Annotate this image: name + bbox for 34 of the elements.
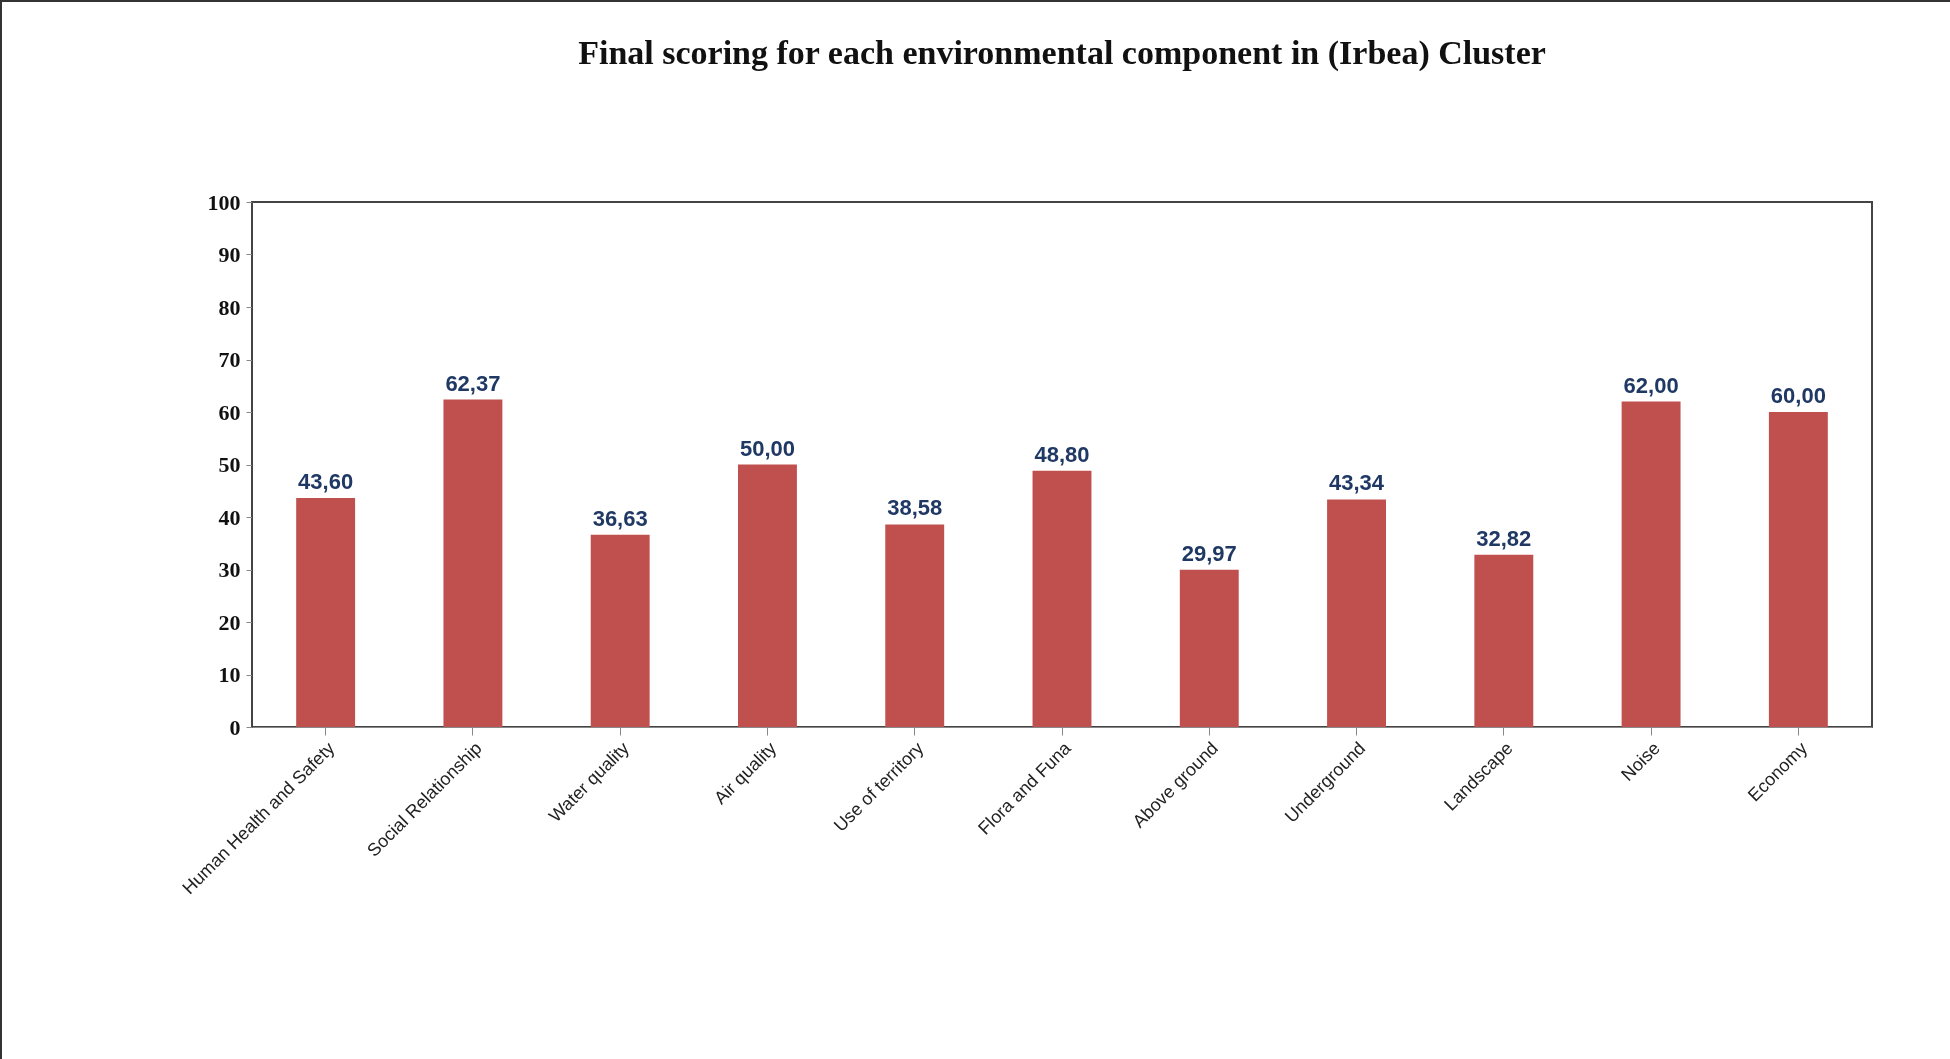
data-label: 38,58 — [887, 495, 943, 521]
bar — [296, 498, 356, 727]
bar — [1179, 569, 1239, 727]
data-label: 60,00 — [1770, 383, 1826, 408]
data-label: 32,82 — [1476, 525, 1532, 551]
data-label: 48,80 — [1034, 441, 1090, 467]
y-tick-label: 80 — [218, 294, 241, 320]
y-tick-label: 90 — [218, 242, 241, 267]
data-label: 29,97 — [1181, 540, 1237, 566]
data-label: 50,00 — [739, 435, 795, 461]
bar — [1327, 499, 1386, 727]
y-tick-label: 30 — [218, 557, 241, 582]
bar — [443, 399, 503, 727]
y-tick-label: 20 — [218, 609, 241, 635]
data-label: 43,34 — [1329, 470, 1385, 496]
bar — [1768, 412, 1828, 727]
y-tick-label: 40 — [218, 504, 241, 530]
y-tick-label: 0 — [229, 714, 241, 740]
data-label: 43,60 — [298, 469, 354, 495]
bar — [738, 464, 797, 727]
bar — [1032, 470, 1092, 727]
y-tick-label: 100 — [207, 189, 241, 215]
y-tick-label: 70 — [218, 347, 241, 372]
bar — [885, 524, 945, 727]
y-tick-label: 50 — [218, 452, 241, 477]
bar — [1621, 401, 1681, 727]
bar — [1474, 554, 1534, 727]
y-tick-label: 60 — [218, 399, 241, 425]
bar — [590, 534, 650, 727]
data-label: 62,00 — [1623, 372, 1679, 398]
y-tick-label: 10 — [218, 662, 241, 687]
data-label: 62,37 — [445, 370, 501, 396]
chart-title: Final scoring for each environmental component in (Irbea) Cluster — [578, 34, 1546, 72]
data-label: 36,63 — [592, 505, 648, 531]
